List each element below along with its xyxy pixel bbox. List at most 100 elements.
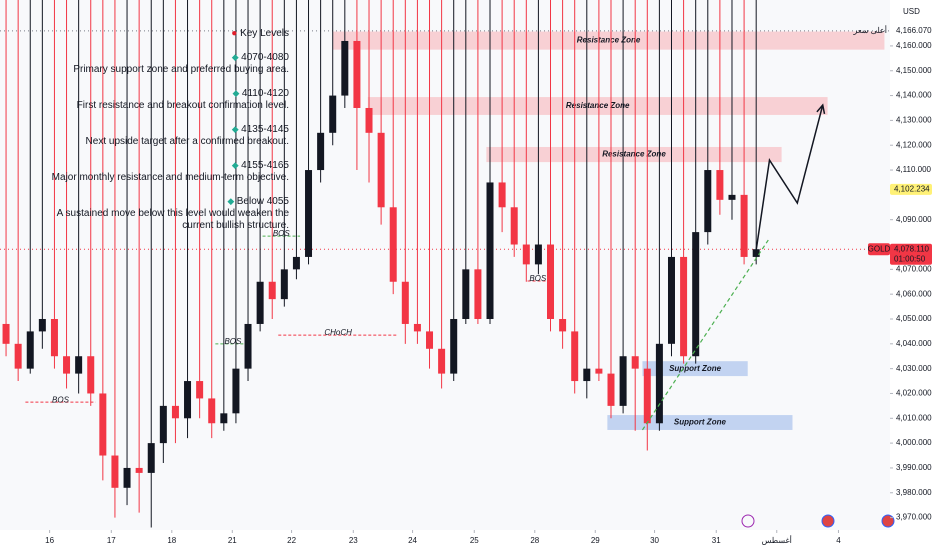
candle-body [619,356,627,406]
event-icon [741,514,755,528]
candle-body [365,107,373,133]
currency: USD [903,7,920,16]
key-level-text: A sustained move below this level would … [56,208,289,231]
x-tick-label: 4 [836,536,841,545]
candle-body [655,343,663,424]
candle-body [292,256,300,270]
zone-label: Resistance Zone [566,101,630,110]
y-tick-label: 4,050.000 [896,314,932,323]
structure-label: BOS [224,337,242,346]
candle-body [486,182,494,319]
candle-body [583,368,591,382]
projection-arrowhead [816,103,826,114]
y-tick-label: 4,010.000 [896,413,932,422]
candle-body [2,323,10,344]
event-icon [821,514,835,528]
candle-body [413,323,421,332]
key-level-text: Major monthly resistance and medium-term… [51,172,289,183]
symbol: GOLD [868,244,891,253]
key-level-range-row: ◆ 4110-4120 [39,87,289,100]
x-tick-label: 29 [591,536,600,545]
y-tick-label: 4,040.000 [896,339,932,348]
x-tick-label: 18 [167,536,176,545]
candle-body [571,331,579,382]
x-tick-label: 25 [470,536,479,545]
candle-body [135,467,143,473]
zone [332,31,885,50]
candle-body [50,318,58,357]
candle-body [329,95,337,133]
key-levels: ● Key Levels ◆ 4070-4080 Primary support z… [39,28,289,232]
symbol-tag [868,243,890,256]
candle-body [38,318,46,332]
candle-body [111,455,119,488]
candle-body [87,356,95,394]
candle-body [680,256,688,357]
candle-body [728,194,736,200]
candle-body [256,281,264,324]
candle-body [171,405,179,419]
candle-body [401,281,409,324]
key-level-range: 4110-4120 [241,88,289,99]
time-axis-bg [0,530,890,550]
trendline [641,239,769,431]
projection [755,104,824,251]
candle-body [438,348,446,374]
candle-body [450,318,458,374]
event-icon [881,514,895,528]
plot: Resistance Zone Resistance Zone Resistance… [0,0,890,528]
diamond: ◆ [232,88,242,98]
high-value: 4,166.070 [896,26,932,35]
x-tick-label: أغسطس [762,534,792,545]
key-levels-title: Key Levels [240,28,289,39]
zone [642,361,748,377]
zone-label: Resistance Zone [602,150,666,159]
x-tick-label: 23 [349,536,358,545]
diamond: ◆ [231,124,242,134]
key-level-range-row: ◆ Below 4055 [39,195,289,208]
candle-body [704,170,712,233]
key-level: ◆ Below 4055 A sustained move below this … [39,195,289,232]
diamond: ◆ [231,52,242,62]
candle-body [63,356,71,374]
candle-body [26,331,34,369]
key-level: ◆ 4070-4080 Primary support zone and pref… [39,51,289,76]
structure-label: BOS [273,229,291,238]
zone-label: Resistance Zone [577,36,641,45]
y-tick-label: 4,140.000 [896,91,932,100]
y-tick-label: 4,060.000 [896,289,932,298]
y-tick-label: 3,990.000 [896,463,932,472]
candle-body [353,40,361,108]
candle-body [667,256,675,344]
zone [607,415,793,430]
candle-body [75,356,83,374]
y-tick-label: 4,070.000 [896,264,932,273]
candle-body [631,356,639,369]
candle-body [607,373,615,406]
key-level-text: Primary support zone and preferred buyin… [73,64,289,75]
key-level-text: Next upside target after a confirmed bre… [85,136,289,147]
candle-body [14,343,22,369]
candle-body [426,331,434,349]
key-level-range-row: ◆ 4135-4145 [39,123,289,136]
candle-body [462,269,470,319]
candle-body [268,281,276,300]
zone-label: Support Zone [674,418,727,427]
key-level-range: 4135-4145 [241,124,289,135]
candle-body [595,368,603,374]
last-price: 4,078.110 [894,244,930,253]
diamond: ◆ [227,196,237,206]
candle-body [123,467,131,488]
x-tick-label: 28 [530,536,539,545]
zone-label: Support Zone [669,364,722,373]
x-tick-label: 30 [650,536,659,545]
candle-body [341,40,349,96]
structure-label: CHoCH [324,328,352,337]
y-tick-label: 4,030.000 [896,364,932,373]
countdown: 01:00:50 [894,254,926,263]
x-tick-label: 16 [45,536,54,545]
candle-body [752,249,760,257]
candle-body [305,170,313,257]
y-tick-label: 3,970.000 [896,513,932,522]
